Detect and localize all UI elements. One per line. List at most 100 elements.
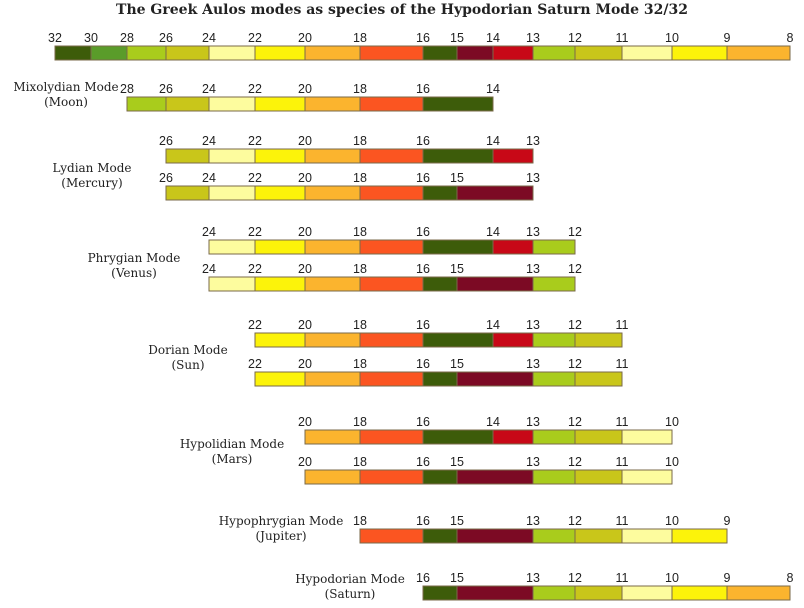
hypodorian-mode-planet: (Saturn) — [325, 587, 376, 601]
dorian-mode-row-1-segment-12-11 — [574, 332, 623, 348]
hypolidian-mode-row-1-segment-12-11 — [574, 429, 623, 445]
full-scale-tick-label-24: 24 — [202, 31, 216, 45]
dorian-mode-row-2-segment-22-20 — [254, 371, 306, 387]
dorian-mode-row-1-segment-22-20 — [254, 332, 306, 348]
phrygian-mode-row-2-segment-15-13 — [456, 276, 534, 292]
mixolydian-mode-row-1-segment-18-16 — [359, 96, 424, 112]
phrygian-mode-row-2-tick-label-15: 15 — [450, 262, 464, 276]
hypolidian-mode-row-2-segment-13-12 — [532, 469, 576, 485]
hypodorian-mode-row-1-tick-label-10: 10 — [665, 571, 679, 585]
hypolidian-mode-row-1-segment-13-12 — [532, 429, 576, 445]
full-scale-segment-30-28 — [90, 45, 128, 61]
phrygian-mode-row-1-tick-label-18: 18 — [353, 225, 367, 239]
full-scale-segment-32-30 — [54, 45, 92, 61]
hypolidian-mode-row-1-tick-label-16: 16 — [416, 415, 430, 429]
full-scale-tick-label-8: 8 — [787, 31, 794, 45]
dorian-mode-row-1-tick-label-20: 20 — [298, 318, 312, 332]
lydian-mode-name: Lydian Mode — [52, 161, 131, 175]
phrygian-mode-name: Phrygian Mode — [88, 251, 181, 265]
hypophrygian-mode-row-1-segment-10-9 — [671, 528, 728, 544]
phrygian-mode-row-2-tick-label-13: 13 — [526, 262, 540, 276]
dorian-mode-row-2-tick-label-20: 20 — [298, 357, 312, 371]
hypophrygian-mode-row-1-tick-label-11: 11 — [616, 514, 629, 528]
mixolydian-mode-name: Mixolydian Mode — [13, 80, 118, 94]
lydian-mode-row-2-segment-26-24 — [165, 185, 210, 201]
full-scale-segment-13-12 — [532, 45, 576, 61]
dorian-mode-row-1-segment-20-18 — [304, 332, 361, 348]
hypophrygian-mode-row-1-segment-18-16 — [359, 528, 424, 544]
hypolidian-mode-name: Hypolidian Mode — [180, 437, 284, 451]
lydian-mode-row-1-segment-14-13 — [492, 148, 534, 164]
lydian-mode-row-2-tick-label-15: 15 — [450, 171, 464, 185]
hypophrygian-mode-planet: (Jupiter) — [255, 529, 306, 543]
lydian-mode-row-1-tick-label-13: 13 — [526, 134, 540, 148]
phrygian-mode-row-1-tick-label-24: 24 — [202, 225, 216, 239]
lydian-mode-row-2-segment-18-16 — [359, 185, 424, 201]
dorian-mode-row-2-tick-label-22: 22 — [248, 357, 262, 371]
phrygian-mode-row-2-segment-24-22 — [208, 276, 256, 292]
full-scale-tick-label-14: 14 — [486, 31, 500, 45]
full-scale-tick-label-30: 30 — [84, 31, 98, 45]
hypolidian-mode-row-2-segment-15-13 — [456, 469, 534, 485]
phrygian-mode-row-2-segment-16-15 — [422, 276, 458, 292]
lydian-mode-row-2-tick-label-13: 13 — [526, 171, 540, 185]
phrygian-mode-row-1-tick-label-13: 13 — [526, 225, 540, 239]
phrygian-mode-row-1-segment-13-12 — [532, 239, 576, 255]
dorian-mode-row-1-segment-18-16 — [359, 332, 424, 348]
hypophrygian-mode-row-1-tick-label-9: 9 — [724, 514, 731, 528]
hypodorian-mode-row-1-tick-label-11: 11 — [616, 571, 629, 585]
hypodorian-mode-row-1-segment-12-11 — [574, 585, 623, 601]
full-scale-segment-11-10 — [621, 45, 673, 61]
hypolidian-mode-row-1-tick-label-14: 14 — [486, 415, 500, 429]
dorian-mode-planet: (Sun) — [171, 358, 204, 372]
phrygian-mode-row-1-segment-20-18 — [304, 239, 361, 255]
hypolidian-mode-row-1-tick-label-20: 20 — [298, 415, 312, 429]
dorian-mode-row-1-tick-label-12: 12 — [568, 318, 582, 332]
full-scale-segment-16-15 — [422, 45, 458, 61]
dorian-mode-row-2-tick-label-13: 13 — [526, 357, 540, 371]
dorian-mode-name: Dorian Mode — [148, 343, 227, 357]
lydian-mode-row-1-tick-label-24: 24 — [202, 134, 216, 148]
full-scale-tick-label-32: 32 — [48, 31, 62, 45]
full-scale-segment-28-26 — [126, 45, 167, 61]
dorian-mode-row-2-segment-18-16 — [359, 371, 424, 387]
lydian-mode-row-2-tick-label-26: 26 — [159, 171, 173, 185]
phrygian-mode-row-1-segment-22-20 — [254, 239, 306, 255]
mixolydian-mode-row-1-segment-20-18 — [304, 96, 361, 112]
diagram-title: The Greek Aulos modes as species of the … — [116, 2, 688, 18]
lydian-mode-row-1-tick-label-20: 20 — [298, 134, 312, 148]
full-scale-tick-label-9: 9 — [724, 31, 731, 45]
hypolidian-mode-row-1-segment-11-10 — [621, 429, 673, 445]
hypolidian-mode-row-1-segment-18-16 — [359, 429, 424, 445]
lydian-mode-row-1-tick-label-26: 26 — [159, 134, 173, 148]
phrygian-mode-row-1-segment-24-22 — [208, 239, 256, 255]
full-scale-tick-label-10: 10 — [665, 31, 679, 45]
mixolydian-mode-row-1-segment-26-24 — [165, 96, 210, 112]
phrygian-mode-row-2-tick-label-16: 16 — [416, 262, 430, 276]
hypolidian-mode-row-2-tick-label-16: 16 — [416, 455, 430, 469]
hypolidian-mode-row-2-segment-16-15 — [422, 469, 458, 485]
dorian-mode-row-1-tick-label-13: 13 — [526, 318, 540, 332]
phrygian-mode-row-2-tick-label-18: 18 — [353, 262, 367, 276]
hypophrygian-mode-row-1-tick-label-12: 12 — [568, 514, 582, 528]
hypodorian-mode-row-1-tick-label-9: 9 — [724, 571, 731, 585]
hypodorian-mode-row-1-tick-label-12: 12 — [568, 571, 582, 585]
full-scale-segment-12-11 — [574, 45, 623, 61]
dorian-mode-row-2-segment-13-12 — [532, 371, 576, 387]
lydian-mode-row-1-segment-26-24 — [165, 148, 210, 164]
hypophrygian-mode-row-1-tick-label-18: 18 — [353, 514, 367, 528]
lydian-mode-row-1-segment-22-20 — [254, 148, 306, 164]
lydian-mode-row-2-tick-label-18: 18 — [353, 171, 367, 185]
dorian-mode-row-1-tick-label-16: 16 — [416, 318, 430, 332]
full-scale-segment-9-8 — [726, 45, 791, 61]
hypolidian-mode-row-1-tick-label-18: 18 — [353, 415, 367, 429]
hypolidian-mode-row-1-segment-20-18 — [304, 429, 361, 445]
hypolidian-mode-row-2-segment-20-18 — [304, 469, 361, 485]
full-scale-tick-label-18: 18 — [353, 31, 367, 45]
hypophrygian-mode-row-1-segment-12-11 — [574, 528, 623, 544]
full-scale-tick-label-22: 22 — [248, 31, 262, 45]
full-scale-tick-label-15: 15 — [450, 31, 464, 45]
hypolidian-mode-row-2-tick-label-13: 13 — [526, 455, 540, 469]
lydian-mode-row-1-segment-18-16 — [359, 148, 424, 164]
